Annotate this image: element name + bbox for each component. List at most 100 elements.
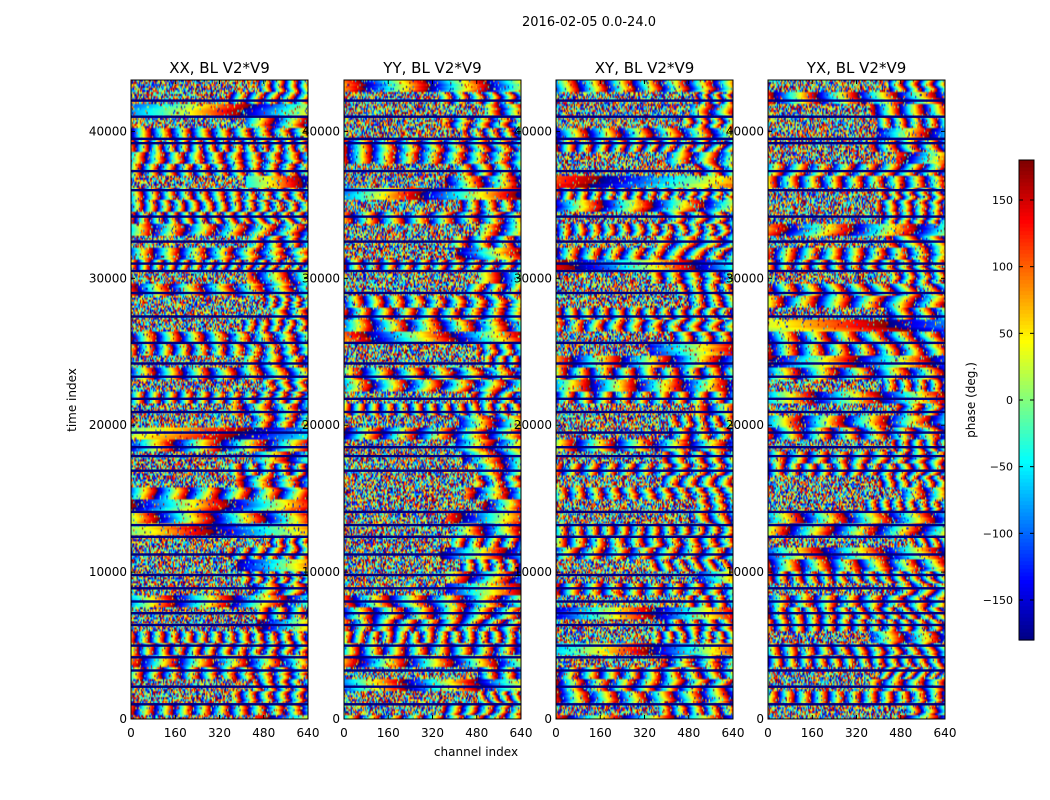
colorbar-segment	[1019, 610, 1034, 615]
gap-row	[768, 703, 945, 706]
gap-row	[344, 215, 521, 218]
colorbar-segment	[1019, 418, 1034, 424]
gap-row	[131, 669, 308, 672]
gap-row	[768, 644, 945, 647]
colorbar-segment	[1019, 355, 1034, 360]
gap-row	[344, 291, 521, 295]
gap-row	[768, 573, 945, 577]
panel-title: XY, BL V2*V9	[595, 59, 695, 77]
colorbar-segment	[1019, 186, 1034, 191]
gap-row	[131, 189, 308, 192]
colorbar-segment	[1019, 268, 1034, 274]
gap-row	[556, 703, 733, 706]
colorbar-segment	[1019, 325, 1034, 330]
x-tick-label: 640	[722, 726, 745, 740]
colorbar-segment	[1019, 167, 1034, 172]
gap-row	[131, 587, 308, 590]
gap-row	[344, 669, 521, 672]
gap-row	[344, 656, 521, 659]
gap-row	[131, 469, 308, 472]
gap-row	[131, 240, 308, 243]
gap-row	[131, 510, 308, 514]
gap-row	[556, 375, 733, 378]
colorbar-segment	[1019, 572, 1034, 577]
colorbar-segment	[1019, 343, 1034, 349]
colorbar-segment	[1019, 580, 1034, 585]
x-tick-label: 0	[552, 726, 560, 740]
panel-yx: YX, BL V2*V9 0 160 320 480 640 0 10000 20000 3000…	[726, 59, 957, 740]
colorbar-segment	[1019, 598, 1034, 604]
colorbar-segment	[1019, 448, 1034, 454]
colorbar-segment	[1019, 403, 1034, 409]
colorbar-segment	[1019, 212, 1034, 217]
gap-row	[131, 315, 308, 318]
gap-row	[768, 553, 945, 556]
colorbar-segment	[1019, 452, 1034, 457]
gap-row	[556, 137, 733, 140]
y-tick-label: 0	[756, 712, 764, 726]
panel-title: YY, BL V2*V9	[382, 59, 481, 77]
gap-row	[556, 469, 733, 472]
gap-row	[131, 291, 308, 295]
gap-row	[768, 341, 945, 345]
colorbar-segment	[1019, 441, 1034, 446]
y-tick-label: 40000	[514, 124, 552, 138]
y-tick-label: 10000	[514, 565, 552, 579]
gap-row	[556, 656, 733, 659]
x-tick-label: 320	[633, 726, 656, 740]
gap-row	[344, 142, 521, 145]
colorbar-segment	[1019, 302, 1034, 307]
x-tick-label: 640	[297, 726, 320, 740]
colorbar-segment	[1019, 283, 1034, 289]
x-tick-label: 480	[465, 726, 488, 740]
colorbar-segment	[1019, 396, 1034, 401]
colorbar-segment	[1019, 595, 1034, 600]
colorbar-segment	[1019, 193, 1034, 199]
gap-row	[556, 431, 733, 434]
gap-row	[344, 703, 521, 706]
y-axis-label: time index	[65, 368, 79, 432]
x-tick-label: 0	[764, 726, 772, 740]
colorbar-segment	[1019, 276, 1034, 281]
colorbar-segment	[1019, 313, 1034, 319]
gap-row	[556, 315, 733, 318]
gap-row	[556, 115, 733, 118]
gap-row	[556, 573, 733, 577]
gap-row	[556, 454, 733, 458]
gap-row	[344, 397, 521, 400]
colorbar-tick-label: 50	[999, 327, 1013, 340]
colorbar-segment	[1019, 287, 1034, 292]
colorbar-segment	[1019, 520, 1034, 525]
colorbar-segment	[1019, 310, 1034, 315]
x-tick-label: 160	[801, 726, 824, 740]
colorbar-segment	[1019, 238, 1034, 244]
colorbar-segment	[1019, 606, 1034, 611]
colorbar-segment	[1019, 321, 1034, 326]
colorbar-segment	[1019, 332, 1034, 337]
gap-row	[556, 553, 733, 556]
gap-row	[344, 644, 521, 647]
gap-row	[556, 362, 733, 365]
gap-row	[131, 685, 308, 688]
gap-row	[768, 397, 945, 400]
colorbar-segment	[1019, 535, 1034, 540]
colorbar-segment	[1019, 613, 1034, 619]
colorbar-segment	[1019, 538, 1034, 544]
gap-row	[131, 535, 308, 538]
y-tick-label: 10000	[89, 565, 127, 579]
gap-row	[768, 115, 945, 118]
colorbar-segment	[1019, 501, 1034, 506]
gap-row	[768, 315, 945, 318]
x-tick-label: 320	[208, 726, 231, 740]
colorbar-segment	[1019, 298, 1034, 304]
y-tick-label: 30000	[89, 271, 127, 285]
colorbar-segment	[1019, 306, 1034, 311]
gap-row	[131, 269, 308, 273]
y-tick-label: 30000	[302, 271, 340, 285]
colorbar-segment	[1019, 291, 1034, 296]
colorbar-segment	[1019, 628, 1034, 634]
gap-row	[768, 291, 945, 295]
colorbar-segment	[1019, 632, 1034, 637]
gap-row	[556, 510, 733, 514]
gap-row	[344, 600, 521, 603]
